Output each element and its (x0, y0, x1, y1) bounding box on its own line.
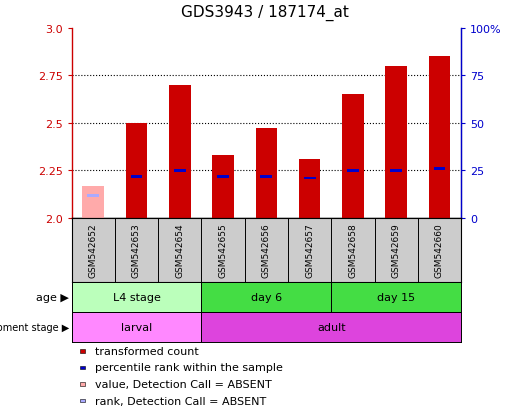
Text: L4 stage: L4 stage (112, 292, 161, 302)
Text: day 15: day 15 (377, 292, 415, 302)
Bar (429, 57, 450, 218)
Bar (201, 282, 331, 312)
Bar (299, 159, 321, 218)
Text: GDS3943 / 187174_at: GDS3943 / 187174_at (181, 5, 349, 21)
Text: percentile rank within the sample: percentile rank within the sample (95, 363, 283, 373)
Text: larval: larval (121, 322, 152, 332)
Bar (174, 170, 185, 172)
Text: GSM542657: GSM542657 (305, 223, 314, 278)
Bar (82, 186, 104, 218)
Bar (217, 175, 229, 178)
Text: GSM542659: GSM542659 (392, 223, 401, 278)
Text: GSM542660: GSM542660 (435, 223, 444, 278)
Text: day 6: day 6 (251, 292, 282, 302)
Bar (72, 312, 201, 342)
Bar (87, 194, 99, 197)
Text: age ▶: age ▶ (36, 292, 69, 302)
Bar (126, 123, 147, 218)
Bar (201, 312, 461, 342)
Bar (347, 170, 359, 172)
Text: development stage ▶: development stage ▶ (0, 322, 69, 332)
Bar (255, 129, 277, 218)
Text: transformed count: transformed count (95, 346, 199, 356)
Text: GSM542658: GSM542658 (348, 223, 357, 278)
Bar (390, 170, 402, 172)
Bar (130, 175, 143, 178)
Text: GSM542656: GSM542656 (262, 223, 271, 278)
Bar (169, 85, 191, 218)
Text: GSM542652: GSM542652 (89, 223, 98, 278)
Bar (331, 282, 461, 312)
Bar (304, 177, 315, 180)
Bar (434, 168, 445, 171)
Bar (212, 156, 234, 218)
Text: adult: adult (317, 322, 346, 332)
Text: GSM542653: GSM542653 (132, 223, 141, 278)
Text: value, Detection Call = ABSENT: value, Detection Call = ABSENT (95, 379, 272, 389)
Bar (260, 175, 272, 178)
Bar (385, 66, 407, 218)
Text: GSM542655: GSM542655 (218, 223, 227, 278)
Bar (72, 282, 201, 312)
Bar (342, 95, 364, 218)
Text: rank, Detection Call = ABSENT: rank, Detection Call = ABSENT (95, 396, 267, 406)
Text: GSM542654: GSM542654 (175, 223, 184, 278)
